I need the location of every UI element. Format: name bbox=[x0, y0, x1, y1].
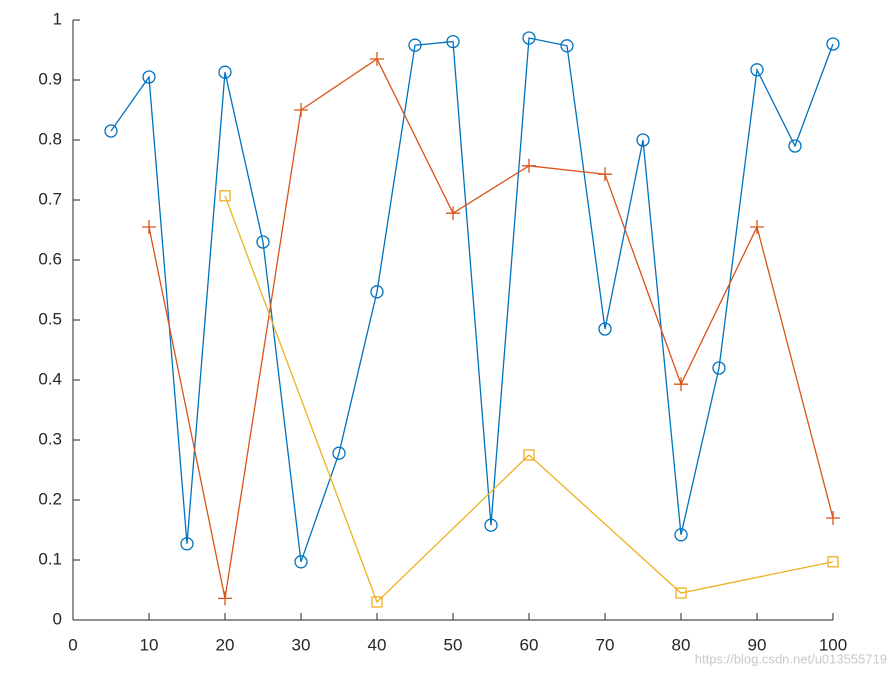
series-line bbox=[224, 195, 834, 604]
marker bbox=[484, 518, 498, 532]
marker bbox=[598, 322, 612, 336]
y-tick-label: 0.4 bbox=[38, 369, 62, 388]
marker bbox=[370, 52, 384, 66]
y-tick-label: 0.8 bbox=[38, 129, 62, 148]
x-tick-label: 50 bbox=[444, 635, 463, 654]
y-tick-label: 0 bbox=[53, 609, 62, 628]
marker bbox=[371, 596, 383, 608]
x-tick-label: 10 bbox=[140, 635, 159, 654]
marker bbox=[294, 555, 308, 569]
series-line bbox=[148, 58, 834, 599]
x-tick-label: 30 bbox=[292, 635, 311, 654]
marker bbox=[636, 133, 650, 147]
watermark: https://blog.csdn.net/u013555719 bbox=[695, 651, 887, 666]
y-tick-label: 0.6 bbox=[38, 249, 62, 268]
y-tick-label: 0.5 bbox=[38, 309, 62, 328]
y-tick-label: 1 bbox=[53, 9, 62, 28]
marker bbox=[522, 158, 536, 173]
marker bbox=[788, 139, 802, 153]
y-tick-label: 0.1 bbox=[38, 549, 62, 568]
x-tick-label: 70 bbox=[596, 635, 615, 654]
marker bbox=[750, 63, 764, 77]
y-tick-label: 0.3 bbox=[38, 429, 62, 448]
marker bbox=[218, 591, 232, 606]
marker bbox=[826, 511, 840, 525]
y-tick-label: 0.9 bbox=[38, 69, 62, 88]
x-tick-label: 100 bbox=[819, 635, 847, 654]
marker bbox=[675, 587, 687, 599]
y-tick-label: 0.2 bbox=[38, 489, 62, 508]
marker bbox=[522, 31, 536, 45]
marker bbox=[332, 446, 346, 460]
marker bbox=[218, 65, 232, 79]
marker bbox=[674, 377, 688, 392]
marker bbox=[142, 70, 156, 84]
marker bbox=[256, 235, 270, 249]
marker bbox=[294, 103, 308, 117]
marker bbox=[446, 206, 460, 221]
x-tick-label: 40 bbox=[368, 635, 387, 654]
marker bbox=[180, 537, 194, 551]
marker bbox=[408, 38, 422, 52]
marker bbox=[219, 190, 231, 202]
marker bbox=[598, 167, 612, 182]
marker bbox=[370, 285, 384, 299]
marker bbox=[826, 37, 840, 51]
x-tick-label: 90 bbox=[748, 635, 767, 654]
x-tick-label: 0 bbox=[68, 635, 77, 654]
x-tick-label: 60 bbox=[520, 635, 539, 654]
x-tick-label: 20 bbox=[216, 635, 235, 654]
marker bbox=[560, 39, 574, 53]
marker bbox=[142, 220, 156, 234]
marker bbox=[712, 361, 726, 375]
y-tick-label: 0.7 bbox=[38, 189, 62, 208]
x-tick-label: 80 bbox=[672, 635, 691, 654]
series-line bbox=[110, 37, 834, 563]
marker bbox=[104, 124, 118, 138]
marker bbox=[750, 220, 764, 234]
marker bbox=[827, 556, 839, 568]
marker bbox=[523, 449, 535, 461]
marker bbox=[674, 528, 688, 542]
marker bbox=[446, 34, 460, 49]
